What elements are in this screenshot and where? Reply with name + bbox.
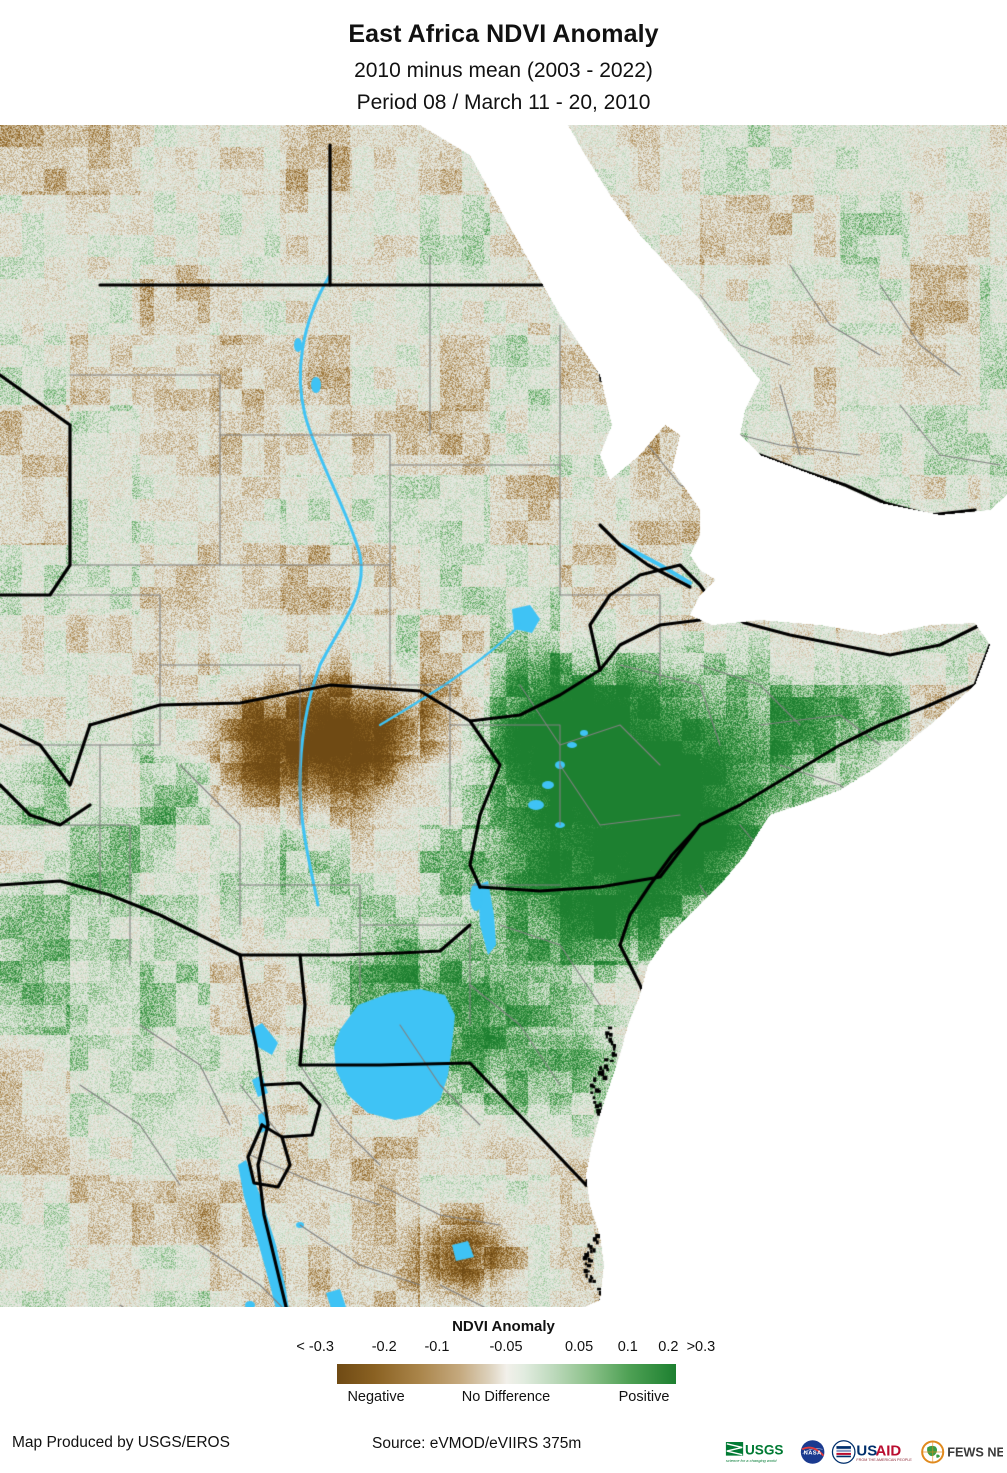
legend-tick-0: < -0.3	[296, 1339, 334, 1355]
legend-tick-6: 0.2	[658, 1339, 679, 1355]
usgs-logo[interactable]: USGS science for a changing world	[725, 1437, 794, 1467]
legend-color-ramp	[337, 1364, 676, 1384]
legend-tick-5: 0.1	[617, 1339, 638, 1355]
legend-tick-4: 0.05	[564, 1339, 594, 1355]
svg-text:FROM THE AMERICAN PEOPLE: FROM THE AMERICAN PEOPLE	[857, 1458, 913, 1462]
nasa-logo[interactable]: NASA	[799, 1437, 826, 1467]
footer-producer-text: Map Produced by USGS/EROS	[12, 1434, 230, 1451]
svg-text:science for a changing world: science for a changing world	[726, 1458, 777, 1463]
svg-text:US: US	[857, 1443, 878, 1460]
footer-source-text: Source: eVMOD/eVIIRS 375m	[372, 1435, 582, 1452]
svg-text:NASA: NASA	[804, 1451, 822, 1457]
svg-text:USGS: USGS	[745, 1443, 784, 1458]
legend-tick-2: -0.1	[424, 1339, 450, 1355]
legend-caption-positive: Positive	[618, 1389, 670, 1405]
legend-tick-row: < -0.3 -0.2 -0.1 -0.05 0.05 0.1 0.2 >0.3	[296, 1339, 715, 1357]
svg-text:FEWS NET: FEWS NET	[947, 1446, 1003, 1460]
map-subtitle-period: Period 08 / March 11 - 20, 2010	[356, 91, 651, 114]
legend-caption-negative: Negative	[347, 1389, 405, 1405]
legend-tick-3: -0.05	[489, 1339, 523, 1355]
ndvi-anomaly-raster[interactable]	[0, 125, 1007, 1307]
svg-text:AID: AID	[876, 1443, 902, 1460]
legend-caption-row: Negative No Difference Positive	[303, 1389, 709, 1409]
legend-title: NDVI Anomaly	[452, 1318, 555, 1335]
map-viewport[interactable]	[0, 125, 1007, 1307]
agency-logo-strip: USGS science for a changing world NASA U…	[725, 1434, 1003, 1470]
map-subtitle-comparison: 2010 minus mean (2003 - 2022)	[354, 59, 653, 82]
usaid-logo[interactable]: US AID FROM THE AMERICAN PEOPLE	[831, 1437, 914, 1467]
page-title: East Africa NDVI Anomaly	[348, 20, 659, 48]
fewsnet-logo[interactable]: FEWS NET	[920, 1437, 1003, 1467]
legend-tick-7: >0.3	[686, 1339, 716, 1355]
legend: NDVI Anomaly < -0.3 -0.2 -0.1 -0.05 0.05 0.1 0…	[0, 1313, 1007, 1423]
legend-tick-1: -0.2	[371, 1339, 397, 1355]
legend-caption-no-difference: No Difference	[461, 1389, 551, 1405]
footer: Map Produced by USGS/EROS Source: eVMOD/…	[0, 1425, 1007, 1473]
title-block: East Africa NDVI Anomaly 2010 minus mean…	[0, 0, 1007, 125]
